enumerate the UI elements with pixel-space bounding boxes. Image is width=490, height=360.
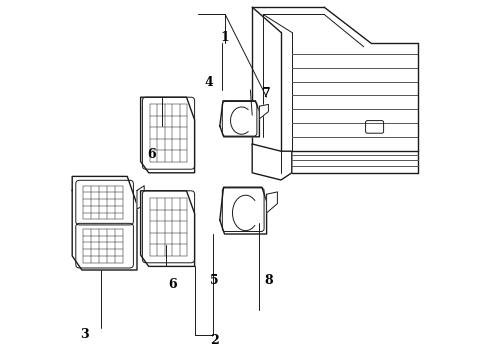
Text: 2: 2 bbox=[210, 334, 219, 347]
Text: 8: 8 bbox=[264, 274, 273, 287]
Text: 5: 5 bbox=[210, 274, 219, 287]
Polygon shape bbox=[137, 186, 144, 209]
Text: 1: 1 bbox=[221, 31, 230, 44]
Polygon shape bbox=[141, 191, 195, 266]
Polygon shape bbox=[72, 176, 137, 270]
Text: 3: 3 bbox=[80, 328, 89, 341]
Text: 6: 6 bbox=[169, 278, 177, 291]
Polygon shape bbox=[220, 187, 267, 234]
Polygon shape bbox=[220, 101, 259, 137]
Text: 4: 4 bbox=[205, 76, 213, 89]
Text: 6: 6 bbox=[147, 148, 156, 161]
Polygon shape bbox=[141, 97, 195, 173]
Text: 7: 7 bbox=[262, 87, 271, 100]
Polygon shape bbox=[259, 104, 269, 119]
Polygon shape bbox=[267, 192, 277, 213]
